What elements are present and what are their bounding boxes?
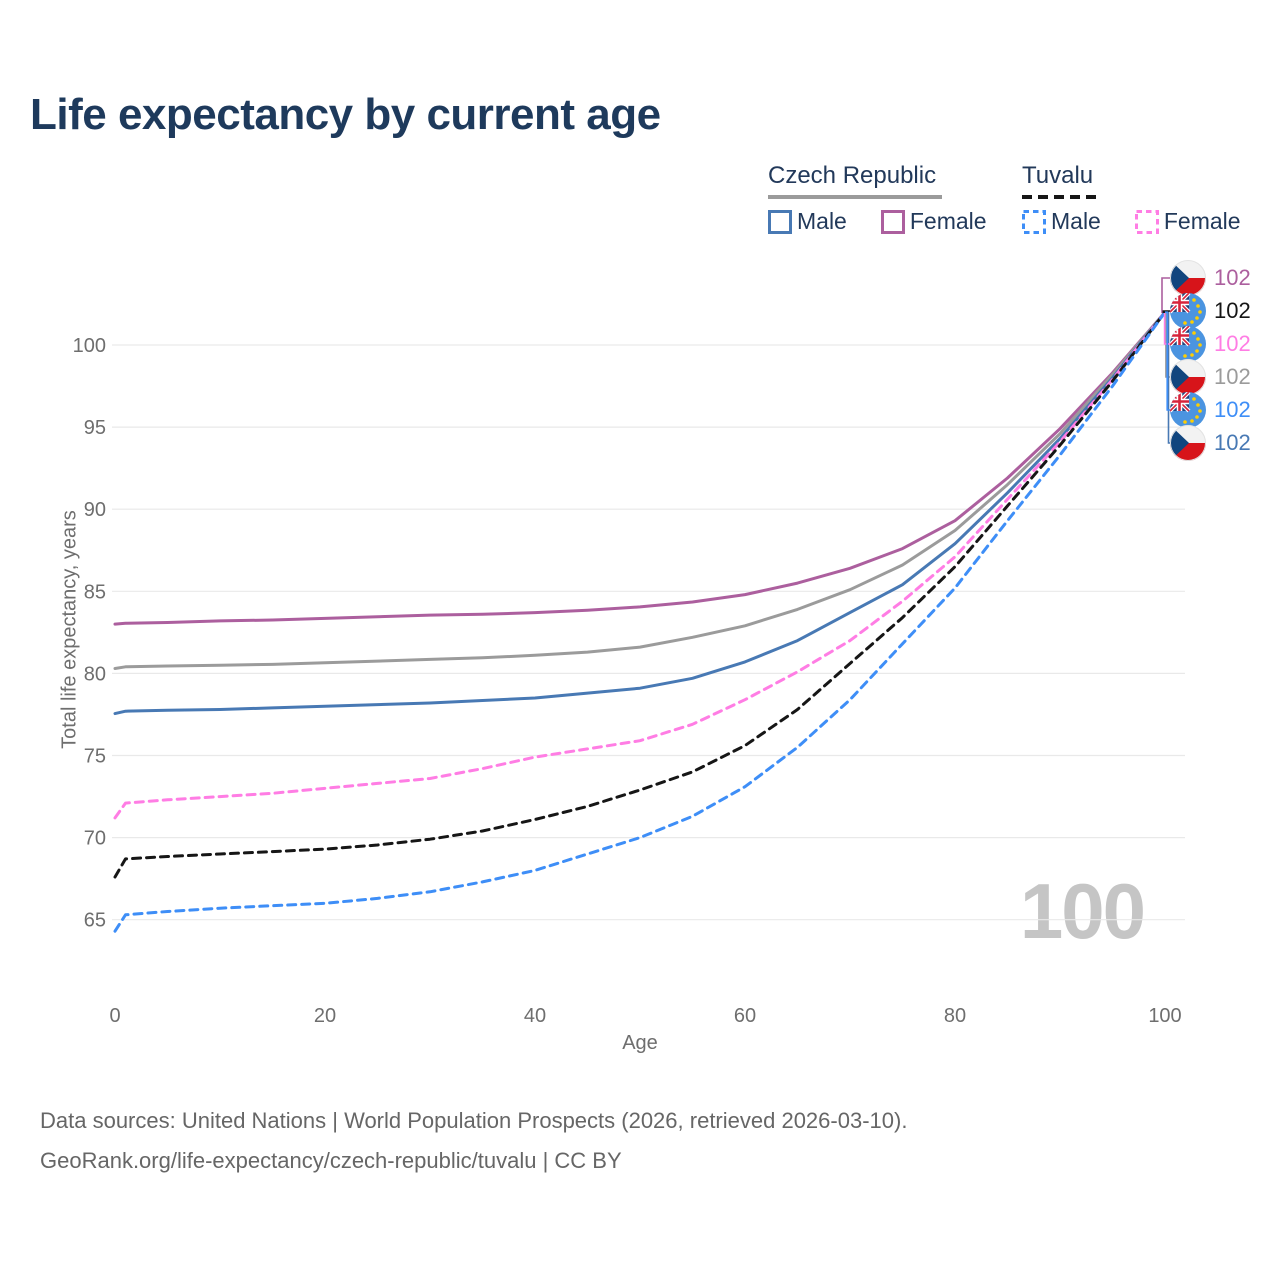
x-tick-60: 60 (734, 1005, 756, 1027)
y-tick-75: 75 (84, 746, 106, 768)
end-label-value: 102 (1214, 364, 1251, 389)
x-tick-20: 20 (314, 1005, 336, 1027)
tuvalu-flag-icon (1170, 326, 1206, 362)
legend-item-label: Female (1163, 208, 1241, 234)
page-title: Life expectancy by current age (30, 90, 661, 139)
end-label-czech-male: 102 (1170, 425, 1251, 461)
end-label-value: 102 (1214, 265, 1251, 290)
y-tick-80: 80 (84, 663, 106, 685)
end-label-value: 102 (1214, 331, 1251, 356)
footer-attribution: GeoRank.org/life-expectancy/czech-republ… (40, 1148, 622, 1173)
end-label-value: 102 (1214, 397, 1251, 422)
legend-item-czech-female[interactable]: Female (880, 208, 987, 235)
end-label-value: 102 (1214, 430, 1251, 455)
x-tick-40: 40 (524, 1005, 546, 1027)
end-label-value: 102 (1214, 298, 1251, 323)
y-tick-70: 70 (84, 828, 106, 850)
end-label-tuvalu-both: 102 (1170, 293, 1251, 329)
legend-swatch-tuvalu-female-icon (1134, 209, 1159, 234)
end-label-tuvalu-male: 102 (1170, 392, 1251, 428)
legend-country-czech-republic: Czech Republic (768, 162, 937, 189)
tuvalu-flag-icon (1170, 392, 1206, 428)
series-line-czech-both[interactable] (113, 310, 1167, 670)
end-label-tuvalu-female: 102 (1170, 326, 1251, 362)
czech-republic-flag-icon (1170, 359, 1206, 395)
end-label-connector-tuvalu-male (1165, 311, 1171, 411)
y-tick-95: 95 (84, 417, 106, 439)
x-tick-100: 100 (1148, 1005, 1181, 1027)
x-tick-80: 80 (944, 1005, 966, 1027)
legend-item-tuvalu-male[interactable]: Male (1022, 208, 1101, 235)
legend-item-label: Male (797, 208, 847, 234)
x-axis-title: Age (622, 1032, 658, 1054)
series-line-tuvalu-female[interactable] (113, 310, 1167, 820)
y-tick-90: 90 (84, 499, 106, 521)
legend-group-tuvalu: Tuvalu Male Female (1022, 162, 1241, 235)
legend-country-tuvalu: Tuvalu (1022, 162, 1094, 189)
footer-data-sources: Data sources: United Nations | World Pop… (40, 1108, 908, 1133)
x-tick-0: 0 (109, 1005, 120, 1027)
y-tick-100: 100 (73, 335, 106, 357)
legend-swatch-czech-female-icon (880, 209, 905, 234)
end-label-connector-tuvalu-both (1162, 310, 1171, 313)
legend-underline-tuvalu (1022, 195, 1100, 199)
legend-swatch-tuvalu-male-icon (1022, 209, 1046, 234)
series-line-tuvalu-male[interactable] (113, 310, 1167, 933)
series-line-czech-female[interactable] (113, 310, 1167, 626)
legend-item-label: Female (909, 208, 987, 234)
czech-republic-flag-icon (1170, 260, 1206, 296)
y-tick-65: 65 (84, 910, 106, 932)
series-line-tuvalu-both[interactable] (113, 310, 1167, 879)
czech-republic-flag-icon (1170, 425, 1206, 461)
chart-watermark: 100 (1019, 867, 1146, 955)
tuvalu-flag-icon (1170, 293, 1206, 329)
legend-item-czech-male[interactable]: Male (768, 208, 847, 235)
end-label-czech-female: 102 (1170, 260, 1251, 296)
legend-item-label: Male (1051, 208, 1101, 234)
legend-underline-czech-republic (768, 195, 942, 199)
legend-item-tuvalu-female[interactable]: Female (1134, 208, 1241, 235)
series-line-czech-male[interactable] (113, 310, 1167, 716)
end-label-czech-both: 102 (1170, 359, 1251, 395)
legend-swatch-czech-male-icon (768, 209, 792, 234)
legend-group-czech-republic: Czech Republic Male Female (768, 162, 987, 235)
y-tick-85: 85 (84, 581, 106, 603)
